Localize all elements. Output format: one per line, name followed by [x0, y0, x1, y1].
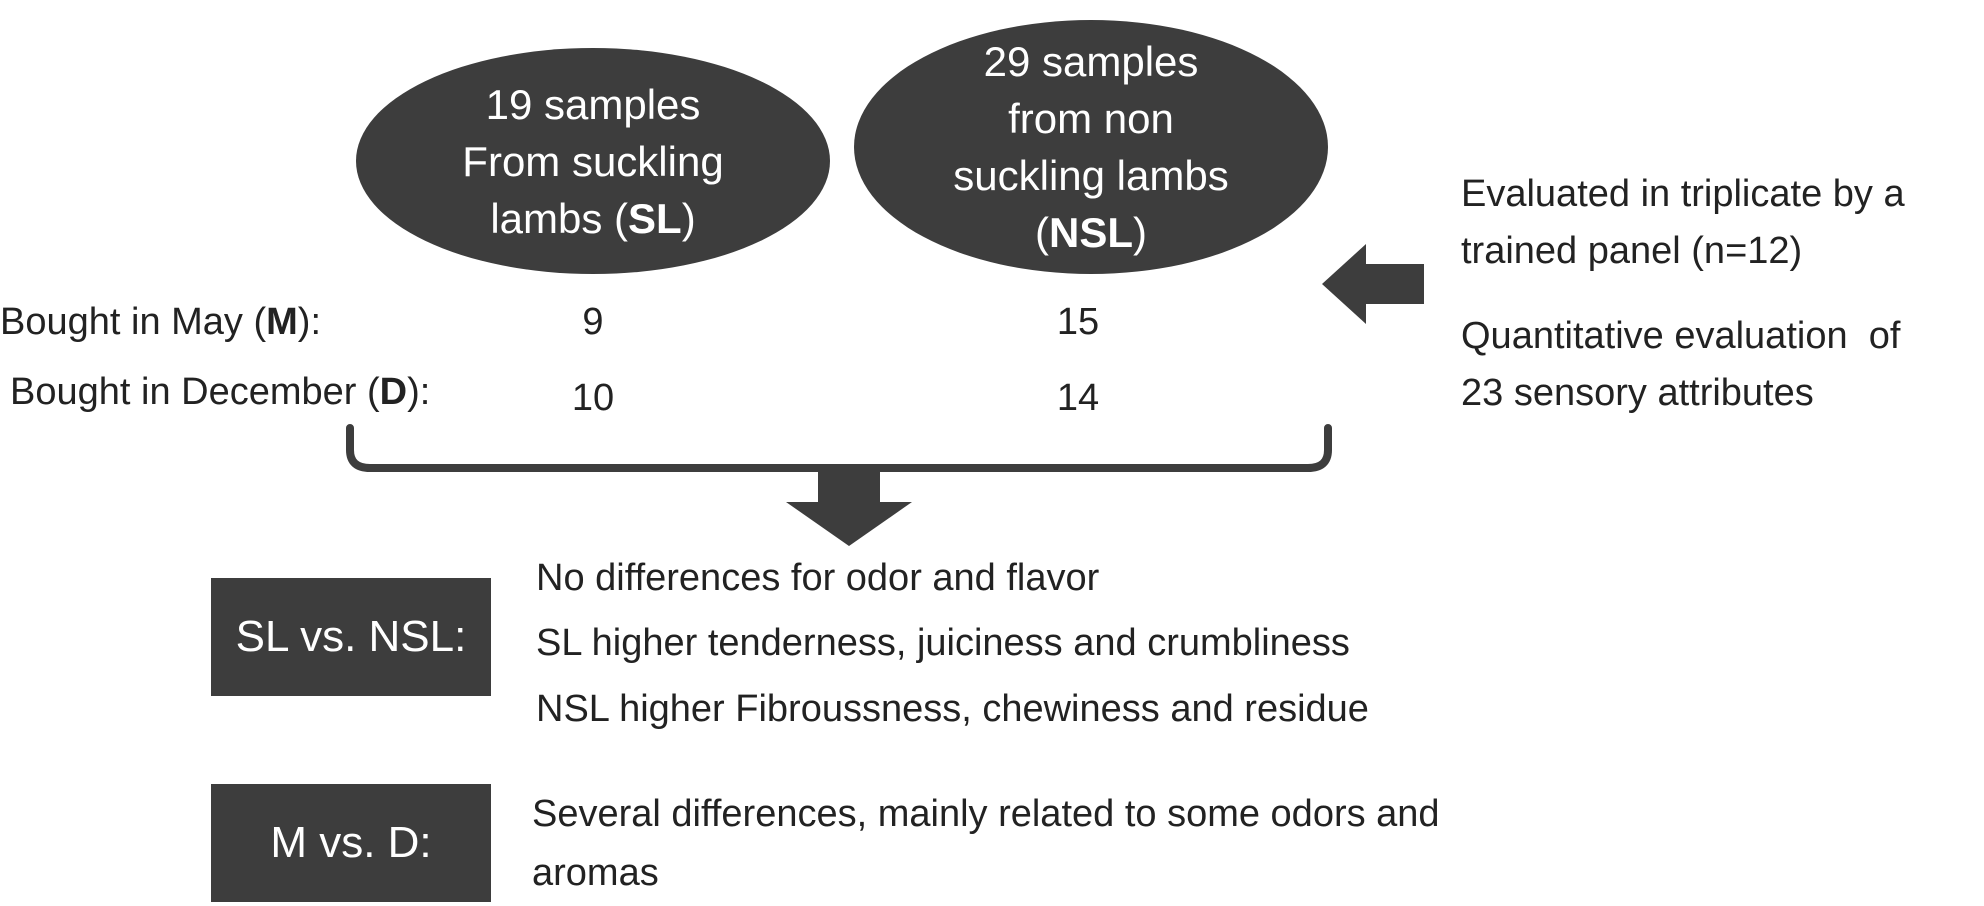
nsl-line-2: from non	[1008, 95, 1174, 142]
nsl-line-4: (NSL)	[1035, 209, 1147, 256]
evaluation-line-3: Quantitative evaluation of	[1461, 315, 1901, 357]
sl-line-1: 19 samples	[485, 80, 701, 128]
m-vs-d-result-1: Several differences, mainly related to s…	[532, 793, 1440, 835]
evaluation-panel-text: Evaluated in triplicate by a trained pan…	[1461, 166, 1905, 280]
nsl-line-1: 29 samples	[983, 38, 1199, 85]
row-label-december: Bought in December (D):	[10, 371, 431, 413]
nsl-line-3: suckling lambs	[953, 152, 1229, 199]
count-december-sl: 10	[571, 377, 615, 419]
row-label-may: Bought in May (M):	[0, 301, 322, 343]
count-may-nsl: 15	[1056, 301, 1100, 343]
count-december-nsl: 14	[1056, 377, 1100, 419]
non-suckling-lambs-group: 29 samples from non suckling lambs (NSL)	[854, 20, 1328, 274]
m-vs-d-label: M vs. D:	[211, 784, 491, 902]
bracket	[346, 424, 1332, 472]
sl-vs-nsl-result-1: No differences for odor and flavor	[536, 557, 1100, 599]
sl-line-2: From suckling	[462, 137, 724, 185]
sl-abbrev: SL	[628, 194, 682, 242]
sl-line-3: lambs (SL)	[490, 194, 696, 242]
down-arrow-icon	[786, 468, 912, 546]
sl-vs-nsl-result-2: SL higher tenderness, juiciness and crum…	[536, 622, 1350, 664]
m-vs-d-result-2: aromas	[532, 852, 659, 894]
evaluation-line-1: Evaluated in triplicate by a	[1461, 173, 1905, 215]
left-arrow-icon	[1322, 244, 1424, 324]
suckling-lambs-group: 19 samples From suckling lambs (SL)	[356, 48, 830, 274]
evaluation-line-2: trained panel (n=12)	[1461, 230, 1803, 272]
sl-vs-nsl-label: SL vs. NSL:	[211, 578, 491, 696]
evaluation-line-4: 23 sensory attributes	[1461, 372, 1814, 414]
count-may-sl: 9	[582, 301, 604, 343]
sl-vs-nsl-result-3: NSL higher Fibroussness, chewiness and r…	[536, 688, 1369, 730]
evaluation-attributes-text: Quantitative evaluation of 23 sensory at…	[1461, 308, 1900, 422]
nsl-abbrev: NSL	[1049, 209, 1133, 256]
